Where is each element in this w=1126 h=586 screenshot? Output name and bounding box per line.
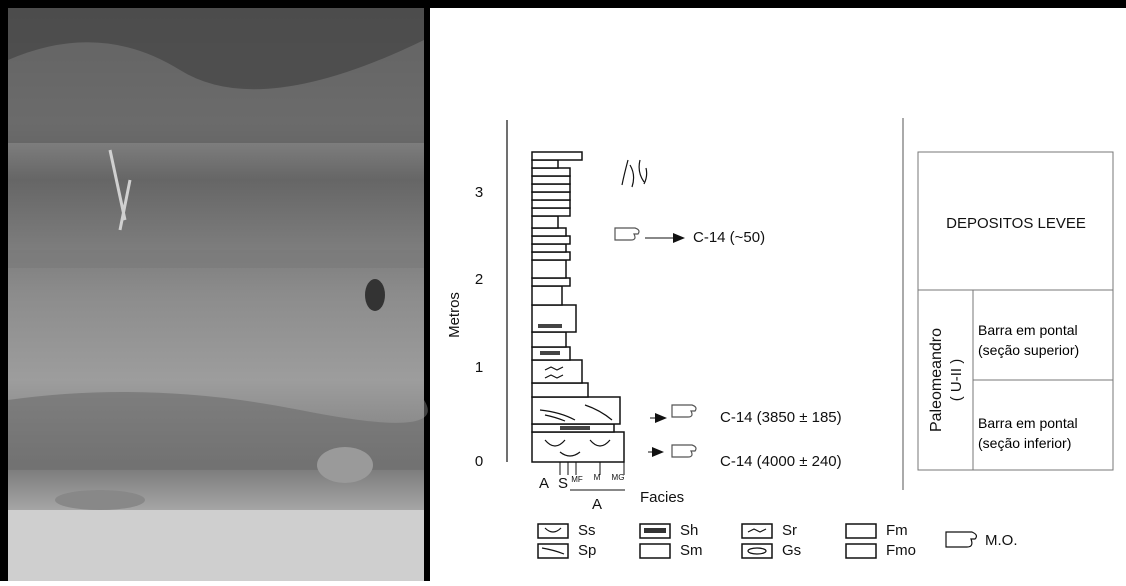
legend-label: Sr	[782, 522, 797, 539]
figure: Metros 0 1 2 3	[0, 0, 1126, 581]
table-cell: ( U-II )	[948, 359, 965, 402]
grain-label: MG	[612, 473, 625, 482]
legend-label: Sp	[578, 542, 596, 559]
grain-label: A	[592, 496, 602, 513]
facies-title: Facies	[640, 489, 684, 506]
table-cell: Barra em pontal (seção superior)	[978, 320, 1113, 360]
table-cell: DEPOSITOS LEVEE	[946, 215, 1086, 232]
legend-label: Ss	[578, 522, 596, 539]
dating-label: C-14 (3850 ± 185)	[720, 409, 842, 426]
legend-label: M.O.	[985, 532, 1018, 549]
legend-label: Gs	[782, 542, 801, 559]
legend-label: Sh	[680, 522, 698, 539]
legend-label: Sm	[680, 542, 703, 559]
table-cell: Paleomeandro	[928, 328, 945, 432]
table-cell: Barra em pontal (seção inferior)	[978, 413, 1113, 453]
grain-label: A	[539, 475, 549, 492]
dating-label: C-14 (~50)	[693, 229, 765, 246]
legend-label: Fmo	[886, 542, 916, 559]
axis-label: Metros	[446, 292, 463, 338]
dating-label: C-14 (4000 ± 240)	[720, 453, 842, 470]
tick-label: 3	[475, 184, 483, 201]
tick-label: 2	[475, 271, 483, 288]
arrows	[645, 233, 685, 457]
tick-label: 0	[475, 453, 483, 470]
grain-label: S	[558, 475, 568, 492]
grain-label: M	[594, 473, 601, 482]
photo	[0, 0, 430, 581]
grain-label: MF	[571, 475, 583, 484]
tick-label: 1	[475, 359, 483, 376]
legend-label: Fm	[886, 522, 908, 539]
strat-column	[532, 152, 647, 490]
